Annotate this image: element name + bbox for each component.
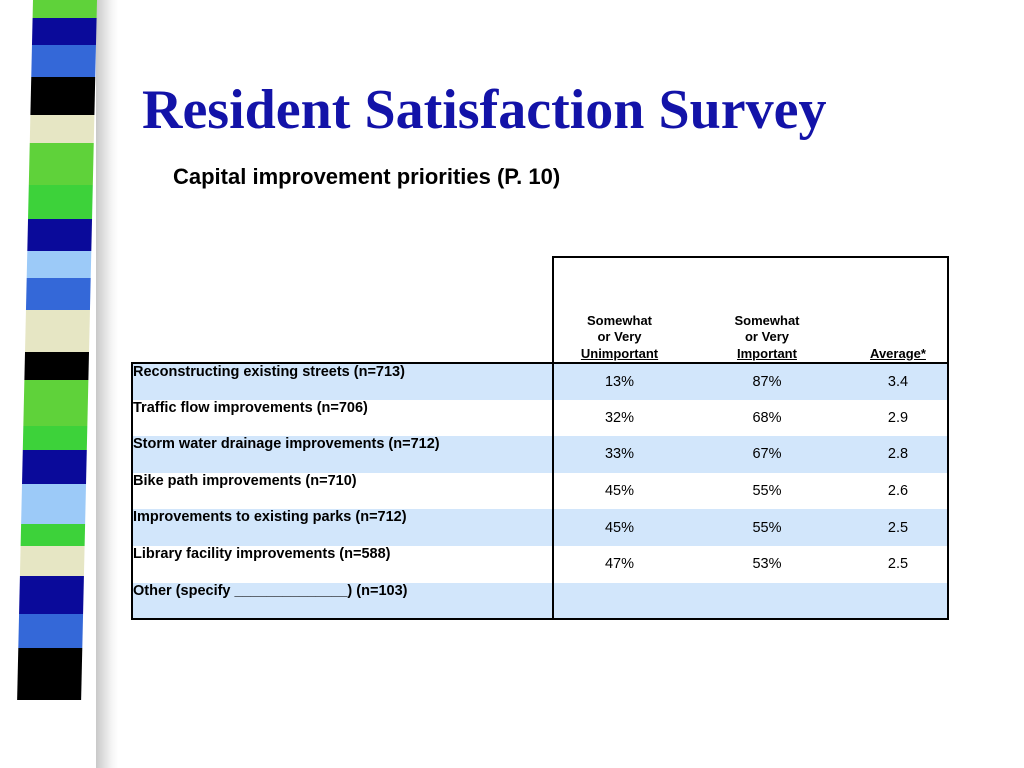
- stripe-segment: [27, 219, 93, 251]
- decorative-stripe-band: [16, 0, 97, 768]
- stripe-segment: [25, 310, 90, 352]
- row-important: 68%: [685, 399, 849, 437]
- header-average-label: Average*: [870, 345, 926, 361]
- row-label: Improvements to existing parks (n=712): [131, 509, 554, 546]
- row-unimportant: 47%: [552, 545, 685, 583]
- stripe-segment: [23, 380, 89, 426]
- stripe-segment: [19, 546, 85, 576]
- table-row: Reconstructing existing streets (n=713) …: [131, 362, 949, 400]
- header-blank-cell: [132, 257, 553, 363]
- row-unimportant: 45%: [552, 472, 685, 510]
- row-label: Traffic flow improvements (n=706): [131, 399, 554, 437]
- row-unimportant: 32%: [552, 399, 685, 437]
- header-important-line2: or Very: [744, 329, 790, 344]
- stripe-segment: [29, 115, 95, 143]
- row-label: Reconstructing existing streets (n=713): [131, 362, 554, 400]
- header-unimportant-line3: Unimportant: [580, 345, 659, 361]
- header-important: Somewhat or Very Important: [685, 256, 849, 363]
- table-row: Bike path improvements (n=710) 45% 55% 2…: [131, 472, 949, 510]
- stripe-segment: [31, 18, 97, 45]
- row-important: 67%: [685, 436, 849, 473]
- stripe-segment: [21, 484, 87, 524]
- row-average: 2.9: [849, 399, 949, 437]
- priorities-table: Somewhat or Very Unimportant Somewhat or…: [131, 256, 949, 621]
- stripe-segment: [28, 143, 94, 185]
- row-label: Bike path improvements (n=710): [131, 472, 554, 510]
- page-title: Resident Satisfaction Survey: [142, 79, 827, 141]
- decorative-stripe-shadow: [96, 0, 118, 768]
- header-unimportant-line1: Somewhat: [586, 312, 652, 328]
- row-average: 3.4: [849, 362, 949, 400]
- row-average: 2.8: [849, 436, 949, 473]
- header-important-line1: Somewhat: [734, 312, 800, 328]
- stripe-segment: [22, 426, 88, 450]
- row-label: Storm water drainage improvements (n=712…: [131, 436, 554, 473]
- row-important: 53%: [685, 545, 849, 583]
- table-row: Storm water drainage improvements (n=712…: [131, 436, 949, 473]
- stripe-segment: [24, 352, 90, 380]
- stripe-segment: [20, 524, 86, 546]
- row-average: 2.6: [849, 472, 949, 510]
- stripe-segment: [28, 185, 93, 219]
- row-unimportant: [552, 582, 685, 621]
- row-important: [685, 582, 849, 621]
- page-subtitle: Capital improvement priorities (P. 10): [173, 164, 561, 189]
- header-average: Average*: [849, 256, 949, 363]
- row-unimportant: 13%: [552, 362, 685, 400]
- table-row: Traffic flow improvements (n=706) 32% 68…: [131, 399, 949, 437]
- stripe-segment: [17, 648, 83, 700]
- header-unimportant-line2: or Very: [597, 329, 642, 344]
- row-label: Library facility improvements (n=588): [131, 545, 554, 583]
- header-unimportant: Somewhat or Very Unimportant: [552, 256, 685, 363]
- stripe-segment: [31, 45, 96, 77]
- stripe-segment: [19, 576, 84, 614]
- row-unimportant: 45%: [552, 509, 685, 546]
- stripe-segment: [18, 614, 84, 648]
- stripe-segment: [22, 450, 87, 484]
- header-important-line3: Important: [737, 345, 797, 361]
- stripe-segment: [25, 278, 91, 310]
- row-important: 55%: [685, 509, 849, 546]
- row-average: 2.5: [849, 545, 949, 583]
- stripe-segment: [26, 251, 92, 278]
- row-important: 55%: [685, 472, 849, 510]
- table-row: Other (specify ______________) (n=103): [131, 582, 949, 621]
- stripe-segment: [32, 0, 97, 18]
- table-header-row: Somewhat or Very Unimportant Somewhat or…: [132, 256, 949, 363]
- row-important: 87%: [685, 362, 849, 400]
- table-row: Improvements to existing parks (n=712) 4…: [131, 509, 949, 546]
- stripe-segment: [30, 77, 96, 115]
- row-unimportant: 33%: [552, 436, 685, 473]
- table-row: Library facility improvements (n=588) 47…: [131, 545, 949, 583]
- row-average: 2.5: [849, 509, 949, 546]
- row-label: Other (specify ______________) (n=103): [131, 582, 554, 621]
- row-average: [849, 582, 949, 621]
